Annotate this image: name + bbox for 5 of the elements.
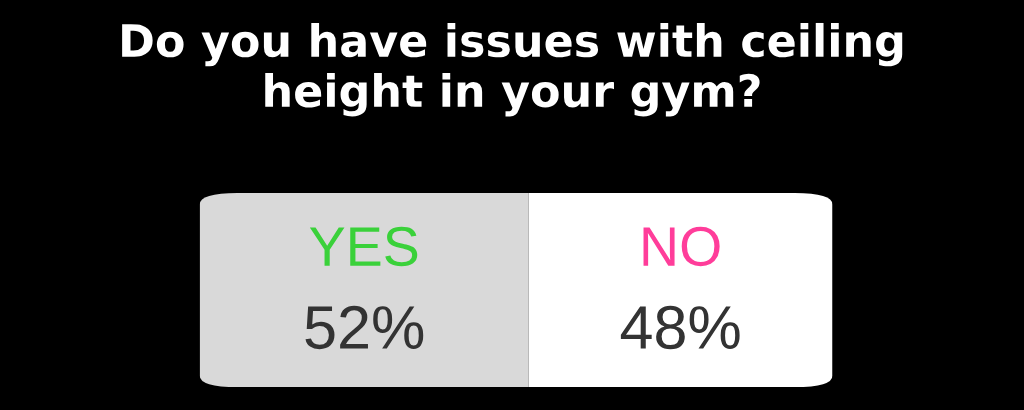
series-label: YES (309, 226, 418, 267)
chart-title: Do you have issues with ceiling height in your gym? (122, 22, 903, 117)
series-label: NO (643, 226, 720, 267)
data-label: 48% (620, 305, 740, 350)
data-label: 52% (305, 305, 424, 350)
